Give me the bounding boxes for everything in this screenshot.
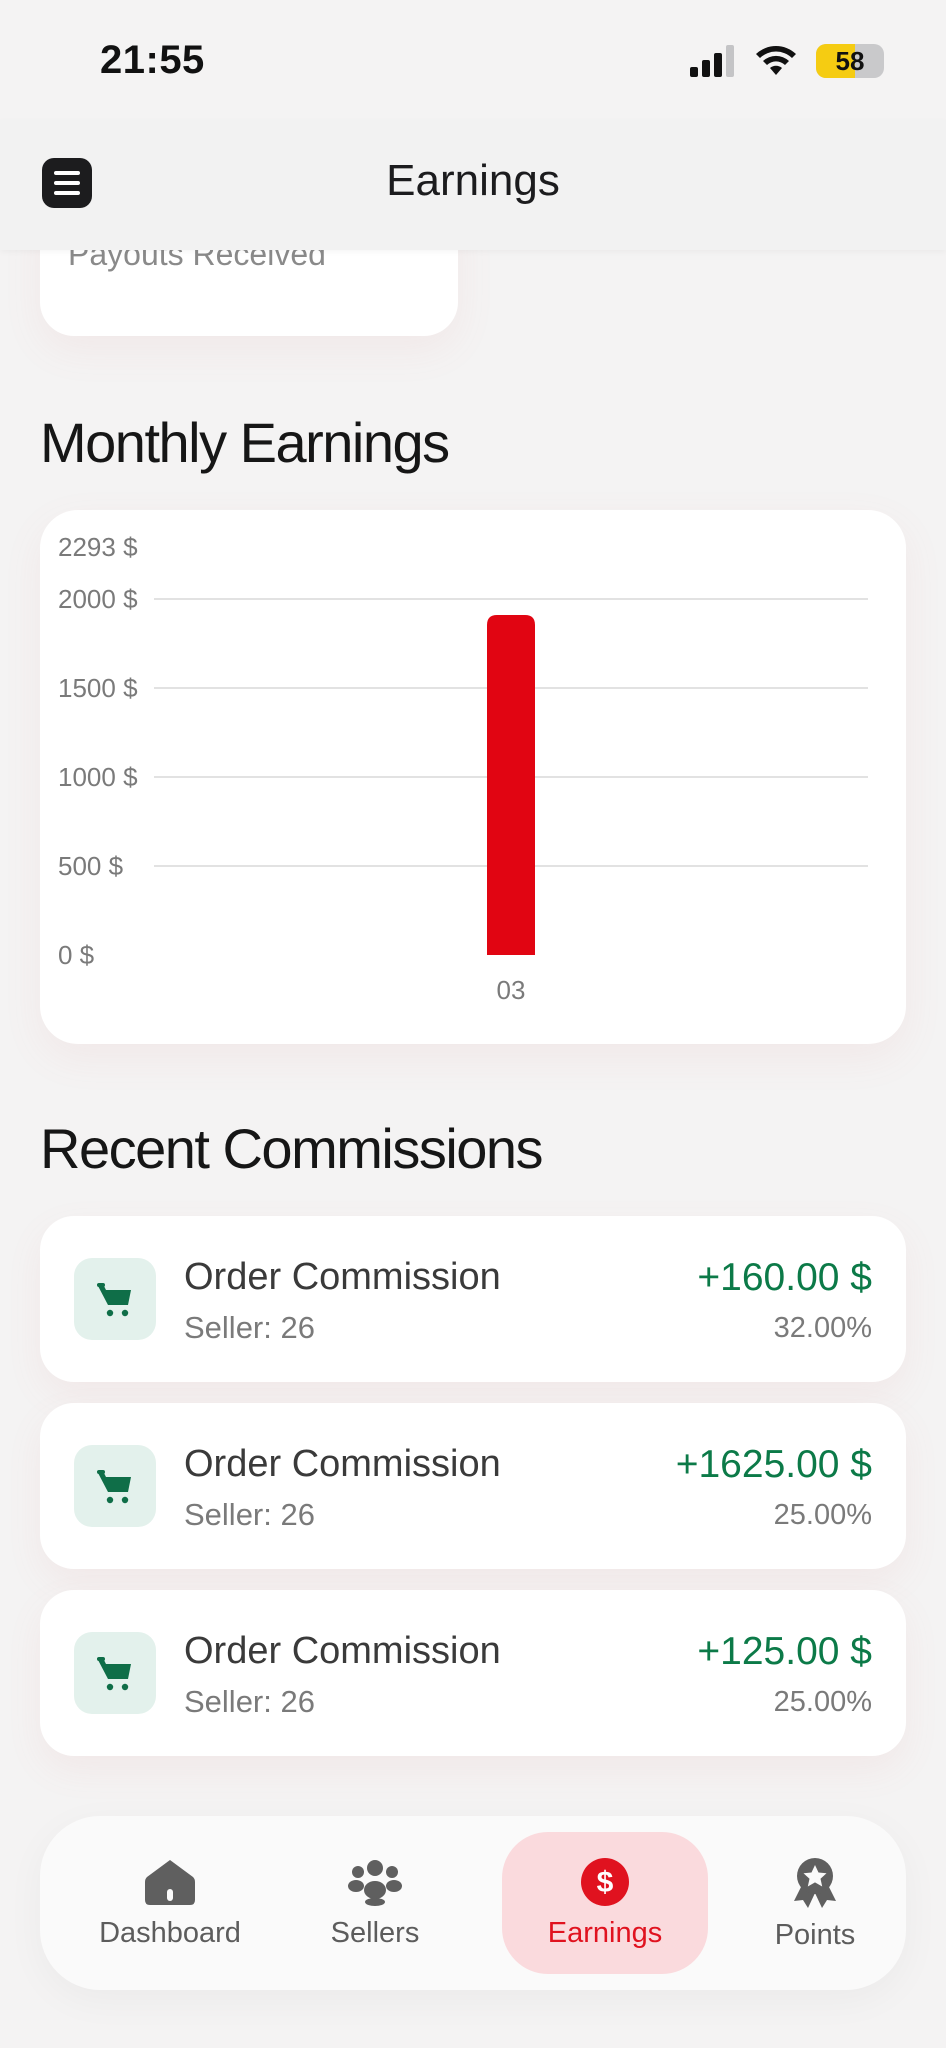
battery-level: 58	[835, 45, 865, 76]
recent-commissions-title: Recent Commissions	[40, 1117, 544, 1180]
commission-seller: Seller: 26	[184, 1497, 315, 1532]
shopping-cart-icon	[97, 1283, 131, 1317]
commission-title: Order Commission	[184, 1630, 501, 1672]
bottom-nav: Dashboard Sellers $ Earnings Points	[40, 1816, 906, 1990]
status-icons: 58	[690, 44, 884, 78]
nav-label: Dashboard	[99, 1916, 241, 1949]
nav-item-dashboard[interactable]: Dashboard	[70, 1832, 270, 1974]
y-tick-label: 500 $	[58, 851, 124, 881]
y-tick-label: 1500 $	[58, 673, 138, 703]
commission-title: Order Commission	[184, 1443, 501, 1485]
monthly-earnings-title: Monthly Earnings	[40, 411, 450, 474]
dollar-icon: $	[581, 1857, 629, 1906]
y-tick-label: 1000 $	[58, 762, 138, 792]
commission-percent: 25.00%	[773, 1686, 872, 1718]
menu-button[interactable]	[42, 158, 92, 208]
page-title: Earnings	[386, 156, 560, 205]
commission-card[interactable]: Order Commission Seller: 26 +1625.00 $ 2…	[40, 1403, 906, 1569]
nav-item-points[interactable]: Points	[740, 1832, 890, 1974]
chart-bar[interactable]	[487, 615, 535, 955]
cart-icon-tile	[74, 1632, 156, 1714]
commission-card[interactable]: Order Commission Seller: 26 +125.00 $ 25…	[40, 1590, 906, 1756]
nav-label: Sellers	[330, 1916, 420, 1949]
chart-svg: 2293 $ 0 $ 500 $ 1000 $ 1500 $ 2000 $ 03	[58, 532, 868, 1005]
hamburger-menu-icon	[54, 171, 80, 175]
x-tick-label: 03	[497, 975, 526, 1005]
commission-amount: +1625.00 $	[675, 1443, 872, 1486]
monthly-earnings-chart: 2293 $ 0 $ 500 $ 1000 $ 1500 $ 2000 $ 03	[40, 510, 906, 1044]
nav-label: Earnings	[547, 1916, 663, 1949]
commission-title: Order Commission	[184, 1256, 501, 1298]
battery-icon: 58	[816, 44, 884, 78]
commission-amount: +125.00 $	[697, 1630, 872, 1673]
app-header: Earnings	[0, 120, 946, 250]
status-time: 21:55	[100, 38, 205, 82]
users-group-icon	[348, 1859, 402, 1906]
y-max-label: 2293 $	[58, 532, 138, 562]
svg-text:$: $	[597, 1866, 614, 1899]
commission-percent: 25.00%	[773, 1499, 872, 1531]
commission-percent: 32.00%	[773, 1312, 872, 1344]
y-tick-label: 0 $	[58, 940, 95, 970]
wifi-icon	[756, 46, 796, 75]
status-bar: 21:55 58	[0, 0, 946, 120]
shopping-cart-icon	[97, 1470, 131, 1504]
commission-seller: Seller: 26	[184, 1684, 315, 1719]
signal-icon	[690, 45, 734, 77]
commission-seller: Seller: 26	[184, 1310, 315, 1345]
battery-fill	[816, 44, 856, 78]
nav-label: Points	[774, 1918, 856, 1951]
shopping-cart-icon	[97, 1657, 131, 1691]
nav-item-sellers[interactable]: Sellers	[290, 1832, 460, 1974]
home-icon	[145, 1859, 195, 1905]
y-tick-label: 2000 $	[58, 584, 138, 614]
commission-amount: +160.00 $	[697, 1256, 872, 1299]
nav-item-earnings[interactable]: $ Earnings	[502, 1832, 708, 1974]
commission-card[interactable]: Order Commission Seller: 26 +160.00 $ 32…	[40, 1216, 906, 1382]
cart-icon-tile	[74, 1258, 156, 1340]
award-badge-icon	[794, 1857, 836, 1908]
cart-icon-tile	[74, 1445, 156, 1527]
